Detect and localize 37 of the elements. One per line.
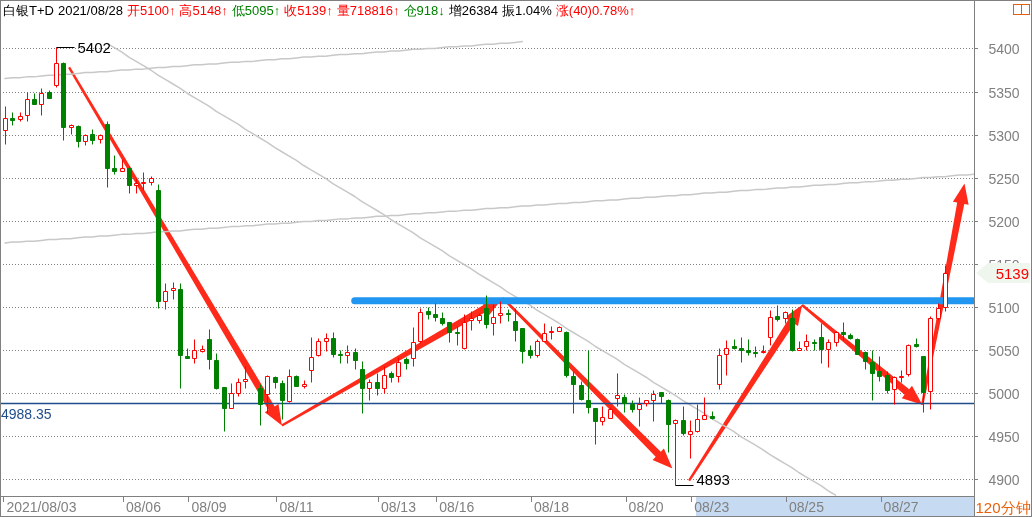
x-tick-label: 08/23 xyxy=(694,499,730,515)
x-tick-label: 08/09 xyxy=(191,499,227,515)
x-tick-label: 08/25 xyxy=(788,499,824,515)
header-text: 涨(40)0.78%↑ xyxy=(555,3,636,18)
y-tick-label: 5200 xyxy=(988,213,1020,230)
x-tick-label: 08/18 xyxy=(533,499,569,515)
y-tick-label: 5300 xyxy=(988,127,1020,144)
x-tick-label: 08/27 xyxy=(883,499,919,515)
annotation: 5402 xyxy=(77,39,111,56)
x-tick-label: 08/06 xyxy=(125,499,161,515)
y-tick-label: 5400 xyxy=(988,40,1020,57)
header-text: 增26384 xyxy=(448,3,498,18)
x-tick-label: 08/16 xyxy=(439,499,475,515)
y-tick-label: 5100 xyxy=(988,299,1020,316)
header-text: 高5148↑ xyxy=(179,3,228,18)
y-tick-label: 5350 xyxy=(988,84,1020,101)
header-text: 开5100↑ xyxy=(127,3,176,18)
header-text: 白银T+D xyxy=(3,3,54,18)
y-tick-label: 4900 xyxy=(988,471,1020,488)
header-text: 振1.04% xyxy=(501,3,552,18)
header-text: 仓918↓ xyxy=(403,3,445,18)
annotation: 4893 xyxy=(696,470,730,488)
ref-line-label: 4988.35 xyxy=(1,405,52,422)
y-tick-label: 4950 xyxy=(988,428,1020,445)
header-text: 收5139↑ xyxy=(284,3,333,18)
header-text: 2021/08/28 xyxy=(57,3,123,18)
header-text: 量718816↑ xyxy=(336,3,400,18)
y-tick-label: 5250 xyxy=(988,170,1020,187)
corner-label: 120分钟 xyxy=(975,497,1031,516)
y-tick-label: 5000 xyxy=(988,385,1020,402)
y-tick-label: 5050 xyxy=(988,342,1020,359)
header-text: 低5095↑ xyxy=(231,3,281,18)
x-tick-label: 08/20 xyxy=(628,499,664,515)
x-tick-label: 08/13 xyxy=(380,499,416,515)
price-tag: 5139 xyxy=(976,263,1030,284)
x-tick-label: 08/11 xyxy=(279,499,314,515)
x-tick-label: 2021/08/03 xyxy=(6,499,77,515)
